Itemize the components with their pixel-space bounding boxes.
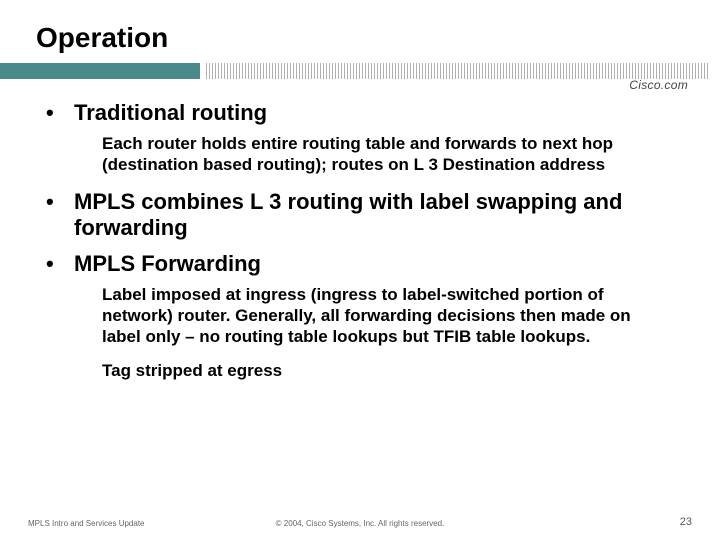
content-area: • Traditional routing Each router holds … bbox=[0, 82, 720, 382]
footer-page-number: 23 bbox=[471, 516, 692, 528]
footer-center: © 2004, Cisco Systems, Inc. All rights r… bbox=[249, 519, 470, 528]
bullet-dot-icon: • bbox=[46, 251, 74, 276]
bullet-label: MPLS combines L 3 routing with label swa… bbox=[74, 189, 674, 241]
footer-left: MPLS Intro and Services Update bbox=[28, 519, 249, 528]
divider-bar bbox=[0, 60, 720, 82]
footer: MPLS Intro and Services Update © 2004, C… bbox=[0, 516, 720, 528]
title-area: Operation bbox=[0, 0, 720, 60]
cisco-logo: Cisco.com bbox=[629, 78, 688, 92]
bullet-label: Traditional routing bbox=[74, 100, 267, 126]
bullet-item: • Traditional routing bbox=[46, 100, 674, 126]
bullet-subtext: Tag stripped at egress bbox=[102, 361, 654, 382]
bullet-dot-icon: • bbox=[46, 189, 74, 214]
bullet-label: MPLS Forwarding bbox=[74, 251, 261, 277]
bullet-item: • MPLS combines L 3 routing with label s… bbox=[46, 189, 674, 241]
bullet-dot-icon: • bbox=[46, 100, 74, 125]
divider-teal bbox=[0, 63, 200, 79]
bullet-item: • MPLS Forwarding bbox=[46, 251, 674, 277]
slide-title: Operation bbox=[36, 22, 720, 54]
bullet-subtext: Each router holds entire routing table a… bbox=[102, 134, 654, 175]
bullet-subtext: Label imposed at ingress (ingress to lab… bbox=[102, 285, 654, 347]
divider-hash bbox=[206, 63, 710, 79]
